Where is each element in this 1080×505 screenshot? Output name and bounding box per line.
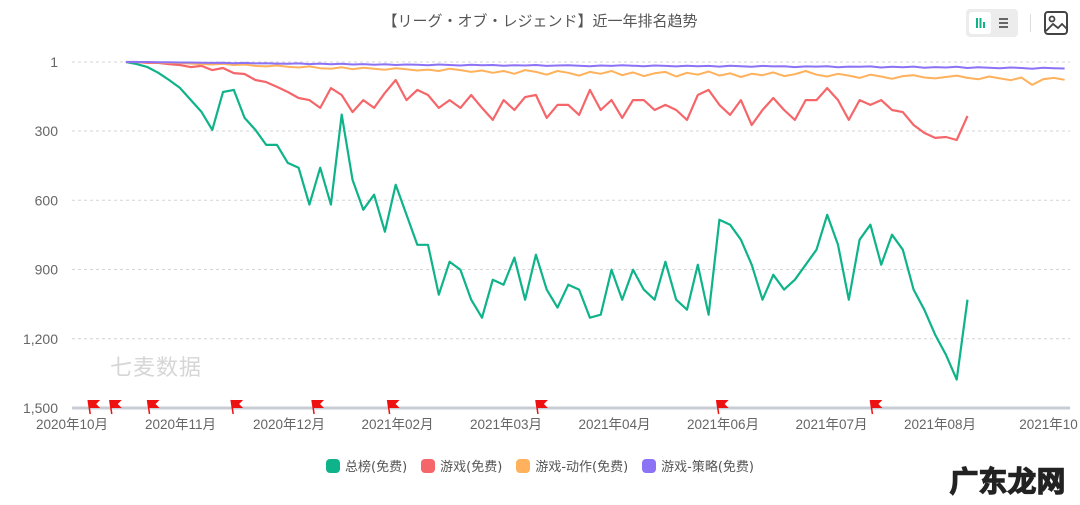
- image-icon: [1044, 11, 1068, 35]
- legend-item-strategy[interactable]: 游戏-策略(免费): [642, 456, 754, 475]
- event-flag-icon: [146, 399, 160, 415]
- flag-banner: [716, 400, 729, 408]
- event-flag-icon: [109, 399, 122, 415]
- list-view-button[interactable]: [993, 12, 1015, 34]
- event-flag-icon: [869, 399, 883, 415]
- legend-item-total[interactable]: 总榜(免费): [326, 456, 407, 475]
- series-line-2: [125, 61, 1065, 86]
- y-tick-label: 300: [35, 123, 59, 139]
- event-flag-icon: [87, 399, 101, 415]
- flag-banner: [387, 400, 400, 408]
- legend-label: 总榜(免费): [345, 460, 408, 475]
- y-tick-label: 1,200: [23, 331, 58, 347]
- event-flag-icon: [386, 399, 400, 415]
- flag-banner: [109, 400, 122, 408]
- y-tick-label: 600: [35, 192, 59, 208]
- flag-banner: [312, 400, 325, 408]
- y-tick-label: 1: [50, 54, 58, 70]
- legend-swatch: [326, 458, 340, 473]
- y-tick-label: 1,500: [23, 400, 58, 416]
- x-tick-label: 2021年08月: [904, 417, 976, 432]
- legend-swatch: [642, 458, 657, 473]
- x-tick-label: 2021年06月: [687, 417, 759, 432]
- x-tick-label: 2021年02月: [361, 417, 433, 432]
- list-icon: [999, 18, 1008, 28]
- legend-label: 游戏(免费): [440, 460, 503, 475]
- event-flag-icon: [715, 399, 729, 415]
- series-line-1: [125, 60, 969, 142]
- download-image-button[interactable]: [1043, 10, 1069, 36]
- legend-label: 游戏-策略(免费): [661, 460, 754, 475]
- corner-logo: 广东龙网: [949, 464, 1067, 499]
- flag-banner: [870, 400, 883, 408]
- legend: 总榜(免费) 游戏(免费) 游戏-动作(免费) 游戏-策略(免费): [0, 456, 1080, 475]
- x-tick-label: 2020年11月: [145, 417, 216, 432]
- flag-banner: [231, 400, 244, 408]
- x-tick-label: 2020年12月: [253, 417, 325, 432]
- watermark: 七麦数据: [110, 356, 203, 381]
- flag-banner: [535, 400, 548, 408]
- flag-banner: [147, 400, 160, 408]
- legend-swatch: [516, 458, 531, 473]
- legend-swatch: [421, 458, 436, 473]
- x-tick-label: 2021年03月: [470, 417, 542, 432]
- series-line-3: [125, 61, 1065, 70]
- view-toggle[interactable]: [966, 9, 1018, 37]
- flag-banner: [88, 400, 101, 408]
- y-tick-label: 900: [35, 262, 59, 278]
- legend-item-games[interactable]: 游戏(免费): [421, 456, 502, 475]
- chart-title: 【リーグ・オブ・レジェンド】近一年排名趋势: [382, 12, 698, 30]
- chart-view-button[interactable]: [969, 12, 991, 34]
- bar-chart-icon: [976, 18, 985, 28]
- legend-label: 游戏-动作(免费): [535, 460, 629, 475]
- legend-item-action[interactable]: 游戏-动作(免费): [516, 456, 628, 475]
- event-flag-icon: [230, 399, 244, 415]
- event-flag-icon: [535, 399, 548, 415]
- toolbar-divider: [1030, 14, 1031, 32]
- x-tick-label: 2021年04月: [578, 417, 650, 432]
- x-tick-label: 2020年10月: [36, 417, 108, 432]
- x-tick-label: 2021年10: [1019, 417, 1078, 432]
- series-line-0: [125, 60, 969, 381]
- x-tick-label: 2021年07月: [795, 417, 867, 432]
- event-flag-icon: [311, 399, 325, 415]
